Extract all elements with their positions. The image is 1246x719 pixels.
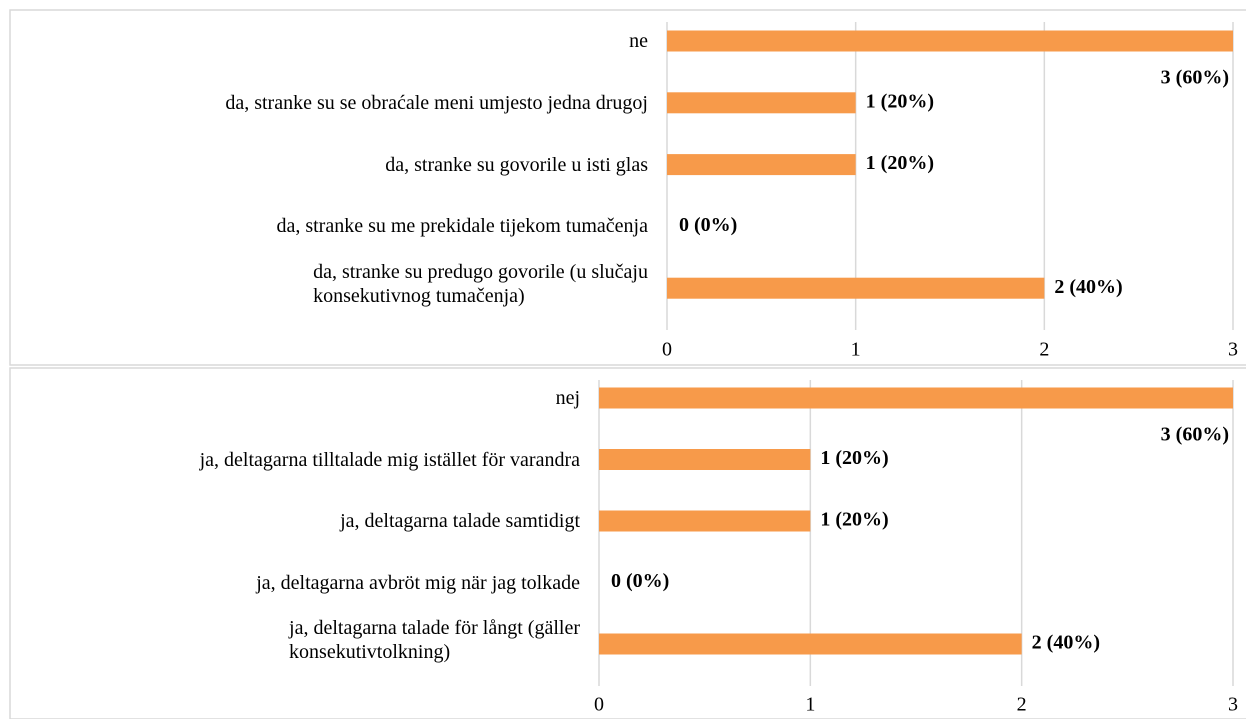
x-tick-label: 0 xyxy=(662,339,672,361)
category-label-box: da, stranke su govorile u isti glas xyxy=(0,135,648,195)
category-label: da, stranke su me prekidale tijekom tuma… xyxy=(276,215,648,238)
category-label-box: nej xyxy=(0,368,580,428)
x-tick-label: 2 xyxy=(1039,339,1049,361)
panel-border xyxy=(9,367,1246,719)
value-label: 3 (60%) xyxy=(1161,67,1229,89)
x-tick-label: 1 xyxy=(851,339,861,361)
category-label-box: ja, deltagarna talade för långt (gäller … xyxy=(0,610,580,670)
value-label: 2 (40%) xyxy=(1054,276,1122,298)
bar xyxy=(599,387,1233,409)
category-label: da, stranke su se obraćale meni umjesto … xyxy=(225,91,648,114)
category-label-box: da, stranke su se obraćale meni umjesto … xyxy=(0,73,648,133)
bar xyxy=(667,277,1045,299)
category-label: ja, deltagarna avbröt mig när jag tolkad… xyxy=(256,571,580,594)
value-label: 3 (60%) xyxy=(1161,424,1229,446)
category-label-box: ja, deltagarna talade samtidigt xyxy=(0,491,580,551)
category-label-box: ja, deltagarna tilltalade mig istället f… xyxy=(0,430,580,490)
category-label: da, stranke su predugo govorile (u sluča… xyxy=(313,261,648,308)
value-label: 1 (20%) xyxy=(820,509,888,531)
x-tick-label: 3 xyxy=(1228,339,1238,361)
bar xyxy=(599,510,811,532)
category-label: ja, deltagarna talade samtidigt xyxy=(340,510,580,532)
bar xyxy=(667,154,856,176)
value-label: 0 (0%) xyxy=(611,570,669,592)
category-label-box: da, stranke su predugo govorile (u sluča… xyxy=(0,254,648,314)
category-label-box: ne xyxy=(0,11,648,71)
category-label: nej xyxy=(555,387,580,409)
panel-border xyxy=(9,9,1246,366)
value-label: 2 (40%) xyxy=(1032,632,1100,654)
value-label: 1 (20%) xyxy=(866,90,934,112)
category-label-box: da, stranke su me prekidale tijekom tuma… xyxy=(0,196,648,256)
bar xyxy=(667,30,1233,52)
x-tick-label: 3 xyxy=(1228,694,1238,716)
category-label: ne xyxy=(629,30,648,52)
bar xyxy=(599,633,1022,655)
value-label: 1 (20%) xyxy=(866,152,934,174)
bar xyxy=(599,449,811,470)
bar xyxy=(667,92,856,114)
category-label: ja, deltagarna tilltalade mig istället f… xyxy=(199,448,580,471)
value-label: 0 (0%) xyxy=(679,214,737,236)
x-tick-label: 1 xyxy=(805,694,815,716)
category-label-box: ja, deltagarna avbröt mig när jag tolkad… xyxy=(0,553,580,613)
value-label: 1 (20%) xyxy=(820,447,888,469)
x-tick-label: 0 xyxy=(594,694,604,716)
category-label: ja, deltagarna talade för långt (gäller … xyxy=(289,617,580,663)
x-tick-label: 2 xyxy=(1017,694,1027,716)
category-label: da, stranke su govorile u isti glas xyxy=(385,153,648,176)
